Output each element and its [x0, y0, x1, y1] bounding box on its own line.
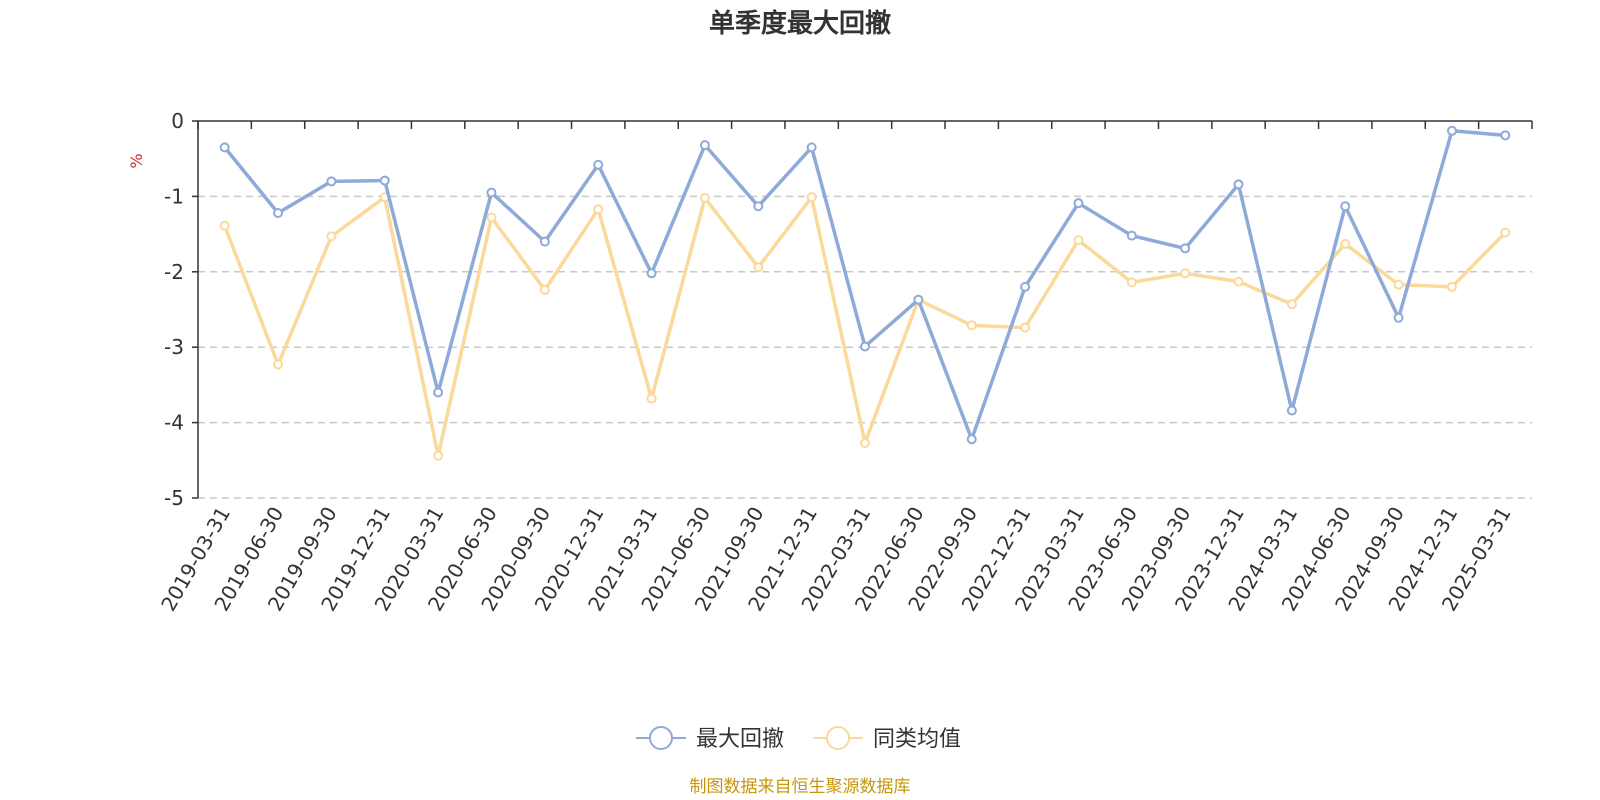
legend: 最大回撤 同类均值	[636, 726, 961, 752]
data-point	[539, 236, 550, 247]
data-point	[1020, 281, 1031, 292]
data-point	[1126, 230, 1137, 241]
data-point	[1286, 299, 1297, 310]
data-point	[379, 175, 390, 186]
data-point	[1180, 243, 1191, 254]
y-tick-label: -3	[164, 335, 184, 359]
data-point	[326, 176, 337, 187]
data-point	[860, 437, 870, 448]
series	[219, 125, 1511, 461]
data-point	[699, 192, 710, 203]
data-point	[593, 159, 604, 170]
data-point	[646, 268, 657, 279]
data-point	[219, 220, 230, 231]
data-point	[1233, 276, 1244, 287]
data-point	[273, 207, 284, 218]
legend-marker	[649, 726, 673, 750]
data-point	[1446, 281, 1457, 292]
data-point	[219, 142, 230, 153]
data-point	[326, 231, 337, 242]
chart-title: 单季度最大回撤	[709, 8, 891, 39]
data-point	[966, 320, 977, 331]
data-point	[539, 284, 550, 295]
data-point	[753, 262, 764, 273]
data-point	[699, 140, 710, 151]
data-point	[1340, 238, 1351, 249]
data-point	[1020, 322, 1031, 333]
data-point	[1073, 235, 1084, 246]
data-point	[433, 387, 444, 398]
data-point	[860, 341, 870, 352]
data-point	[1446, 125, 1457, 136]
data-point	[1126, 277, 1137, 288]
data-point	[1500, 130, 1511, 141]
data-point	[806, 192, 817, 203]
y-tick-label: -5	[164, 486, 184, 510]
data-source-note: 制图数据来自恒生聚源数据库	[690, 777, 911, 797]
data-point	[1286, 405, 1297, 416]
legend-label: 最大回撤	[696, 727, 784, 752]
y-axis-unit-label: %	[127, 153, 146, 168]
legend-marker	[826, 726, 850, 750]
data-point	[913, 294, 924, 305]
y-tick-label: -4	[164, 411, 184, 435]
y-tick-label: -1	[164, 184, 184, 208]
data-point	[486, 212, 497, 223]
y-tick-label: 0	[171, 109, 184, 133]
series-line	[223, 129, 1506, 441]
data-point	[1180, 268, 1191, 279]
data-point	[486, 187, 497, 198]
legend-label: 同类均值	[873, 727, 961, 752]
data-point	[646, 393, 657, 404]
data-point	[1340, 201, 1351, 212]
data-point	[1393, 312, 1404, 323]
data-point	[273, 359, 284, 370]
axes: 0-1-2-3-4-52019-03-312019-06-302019-09-3…	[156, 109, 1533, 615]
data-point	[753, 201, 764, 212]
data-point	[433, 450, 444, 461]
y-tick-label: -2	[164, 260, 184, 284]
data-point	[966, 434, 977, 445]
data-point	[1500, 227, 1511, 238]
data-point	[593, 204, 604, 215]
data-point	[806, 142, 817, 153]
data-point	[1073, 198, 1084, 209]
data-point	[1233, 179, 1244, 190]
data-point	[1393, 279, 1404, 290]
